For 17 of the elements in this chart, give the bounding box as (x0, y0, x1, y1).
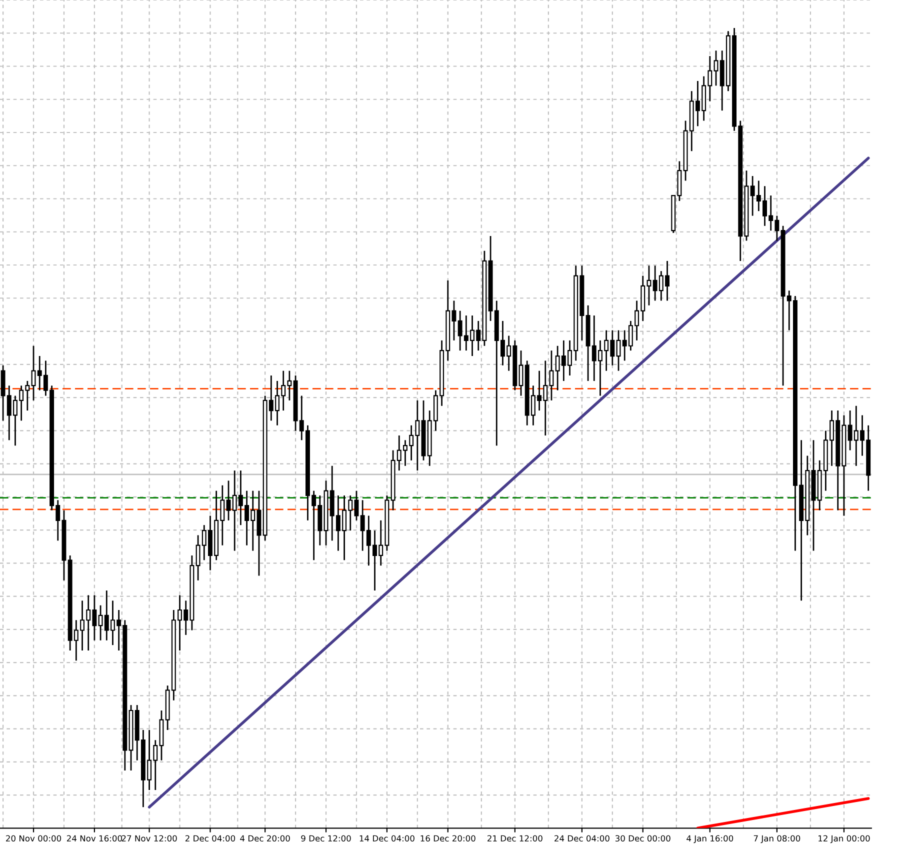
x-tick-label: 16 Dec 20:00 (420, 835, 476, 842)
candlestick (616, 330, 621, 372)
x-tick-label: 2 Dec 04:00 (185, 835, 236, 842)
x-tick-label: 27 Nov 12:00 (122, 835, 177, 842)
candlestick (226, 480, 231, 522)
x-tick-label: 4 Jan 16:00 (686, 835, 734, 844)
x-tick-label: 7 Jan 08:00 (754, 835, 800, 844)
x-tick-label: 9 Dec 12:00 (301, 835, 351, 842)
x-tick-label: 30 Dec 00:00 (615, 835, 670, 842)
x-tick-label: 12 Jan 00:00 (818, 835, 870, 844)
x-tick-label: 24 Nov 16:00 (66, 835, 122, 842)
candlestick (714, 50, 718, 86)
x-tick-label: 24 Dec 04:00 (554, 835, 610, 842)
x-tick-label: 21 Dec 12:00 (488, 835, 542, 842)
x-tick-label: 20 Nov 00:00 (6, 835, 62, 842)
x-tick-label: 4 Dec 20:00 (240, 835, 290, 842)
x-tick-label: 14 Dec 04:00 (360, 835, 414, 842)
